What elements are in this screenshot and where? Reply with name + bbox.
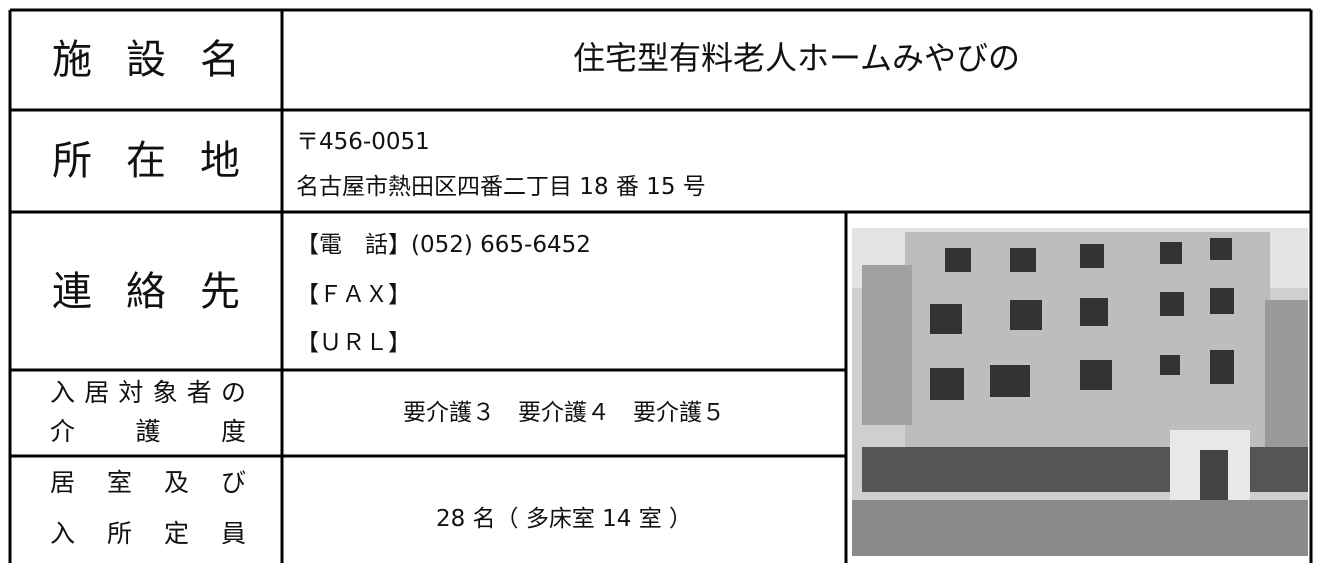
value: 【ＦＡＸ】 bbox=[296, 282, 411, 308]
value: 【ＵＲＬ】 bbox=[296, 330, 411, 356]
value: 〒456-0051 bbox=[296, 129, 430, 155]
value: 【電 話】(052) 665-6452 bbox=[296, 232, 591, 258]
building-photo bbox=[852, 228, 1308, 556]
label: 施 設 名 bbox=[52, 37, 240, 83]
value: 要介護３ 要介護４ 要介護５ bbox=[403, 400, 725, 426]
label: 連 絡 先 bbox=[52, 269, 240, 315]
label: 入 所 定 員 bbox=[50, 519, 246, 548]
label: 介 護 度 bbox=[50, 417, 246, 446]
value: 名古屋市熱田区四番二丁目 18 番 15 号 bbox=[296, 174, 706, 200]
grid-lines bbox=[8, 8, 1313, 563]
value: 28 名（ 多床室 14 室 ） bbox=[435, 506, 693, 532]
label: 居 室 及 び bbox=[50, 468, 246, 497]
label: 所 在 地 bbox=[52, 138, 240, 184]
value: 住宅型有料老人ホームみやびの bbox=[572, 39, 1021, 77]
label: 入居対象者の bbox=[50, 378, 246, 407]
